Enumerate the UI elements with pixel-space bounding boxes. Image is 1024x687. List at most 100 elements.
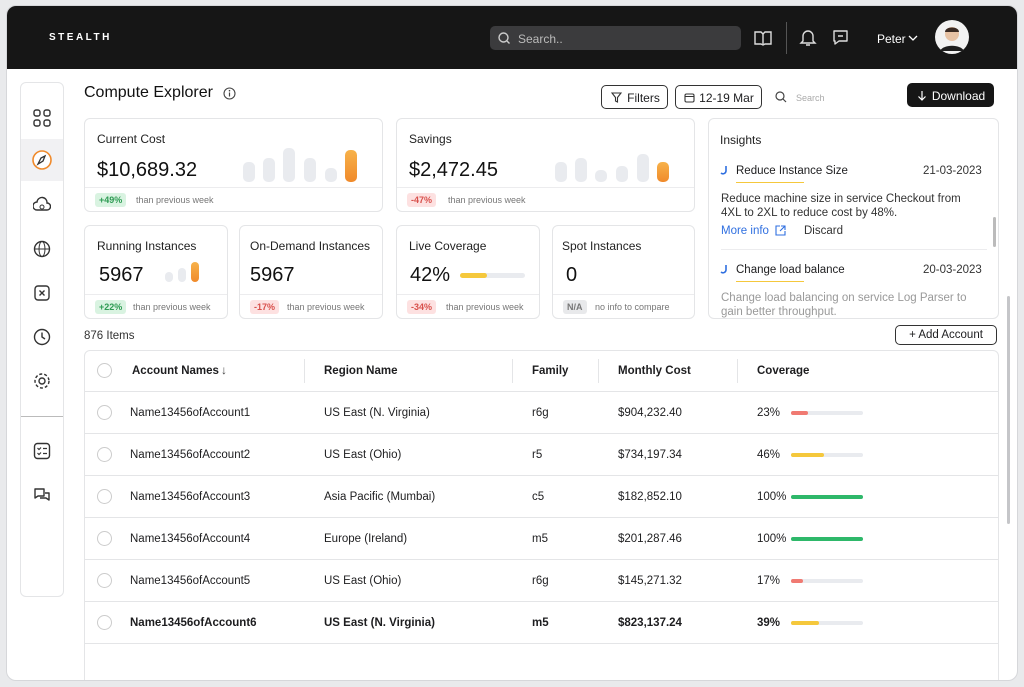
cell: 23% — [757, 407, 781, 419]
accounts-table: Account Names Region Name Family Monthly Co… — [84, 350, 999, 680]
search-box[interactable]: Search.. — [490, 26, 741, 50]
nav-cloud[interactable] — [21, 184, 63, 226]
download-button[interactable]: Download — [907, 83, 994, 107]
card-footer: -34% than previous week — [397, 294, 539, 318]
column-header[interactable]: Coverage — [757, 365, 810, 377]
cell: US East (Ohio) — [324, 449, 402, 461]
info-icon[interactable] — [223, 87, 236, 100]
discard-button[interactable]: Discard — [804, 225, 843, 237]
checkbox[interactable] — [97, 531, 112, 546]
graphic — [34, 373, 50, 389]
nav-dashboard[interactable] — [21, 97, 63, 139]
nav-tasks[interactable] — [21, 430, 63, 472]
bell-icon[interactable] — [799, 28, 817, 47]
card-title: Spot Instances — [562, 239, 642, 253]
underline — [736, 182, 804, 183]
shape — [325, 168, 337, 182]
checkbox[interactable] — [97, 447, 112, 462]
graphic — [32, 150, 52, 170]
sidebar-divider — [21, 416, 63, 417]
insight-text: Reduce machine size in service Checkout … — [721, 193, 961, 219]
checkbox[interactable] — [97, 363, 112, 378]
row-divider — [85, 433, 998, 434]
nav-close[interactable] — [21, 272, 63, 314]
graphic — [34, 373, 50, 389]
graphic — [34, 285, 50, 301]
chevron — [908, 35, 918, 41]
cell: 17% — [757, 575, 781, 587]
coverage-bar — [791, 495, 863, 499]
column-header[interactable]: Account Names — [132, 365, 219, 377]
nav-settings[interactable] — [21, 360, 63, 402]
cell: $201,287.46 — [618, 533, 682, 545]
cell: Name13456ofAccount6 — [130, 617, 257, 629]
page-scrollbar[interactable] — [1007, 296, 1010, 524]
docs-icon[interactable] — [753, 29, 773, 47]
graphic — [43, 109, 51, 117]
graphic — [37, 447, 47, 456]
column-separator — [598, 359, 599, 383]
insight-date: 20-03-2023 — [923, 264, 982, 276]
insight-icon — [720, 265, 727, 274]
cell: $823,137.24 — [618, 617, 682, 629]
add-account-button[interactable]: + Add Account — [895, 325, 997, 345]
more-info-link[interactable]: More info — [721, 225, 769, 237]
cell: US East (N. Virginia) — [324, 617, 435, 629]
cell: r6g — [532, 575, 549, 587]
graphic — [611, 92, 622, 103]
cell: m5 — [532, 533, 548, 545]
cell: Name13456ofAccount5 — [130, 575, 251, 587]
graphic — [908, 35, 918, 41]
divider — [786, 22, 787, 54]
card-value: 5967 — [99, 264, 144, 286]
graphic — [228, 89, 231, 92]
sparkline — [243, 147, 363, 182]
graphic — [684, 93, 695, 103]
graphic — [33, 109, 41, 117]
card-footer: +49% than previous week — [85, 187, 382, 211]
checkbox[interactable] — [97, 573, 112, 588]
cell: $734,197.34 — [618, 449, 682, 461]
graphic — [32, 150, 52, 170]
shape — [304, 158, 316, 182]
cell: US East (Ohio) — [324, 575, 402, 587]
filters-button[interactable]: Filters — [601, 85, 668, 109]
chat-icon[interactable] — [831, 28, 850, 47]
cell: 100% — [757, 491, 787, 503]
avatar[interactable] — [935, 20, 969, 54]
card-title: Current Cost — [97, 132, 166, 146]
search-placeholder: Search.. — [518, 32, 563, 46]
scrollbar[interactable] — [993, 217, 996, 247]
user-name[interactable]: Peter — [877, 32, 906, 46]
card-footer: N/A no info to compare — [553, 294, 694, 318]
nav-messages[interactable] — [21, 474, 63, 516]
row-divider — [85, 391, 998, 392]
external-icon — [775, 225, 786, 236]
card-footer: -47% than previous week — [397, 187, 694, 211]
card-value: 5967 — [250, 264, 295, 286]
insight-title: Change load balance — [736, 264, 845, 276]
graphic — [33, 240, 51, 258]
nav-s3[interactable] — [21, 228, 63, 270]
coverage-track — [791, 537, 863, 541]
cell: Name13456ofAccount1 — [130, 407, 251, 419]
checkbox[interactable] — [97, 615, 112, 630]
column-header[interactable]: Family — [532, 365, 569, 377]
nav-explorer[interactable] — [21, 139, 63, 181]
checkbox[interactable] — [97, 405, 112, 420]
insights-panel: Insights Reduce Instance Size 21-03-2023… — [708, 118, 999, 319]
sort-arrow[interactable]: ↓ — [221, 363, 227, 377]
coverage-track — [791, 621, 863, 625]
column-separator — [512, 359, 513, 383]
column-header[interactable]: Monthly Cost — [618, 365, 691, 377]
cell: Asia Pacific (Mumbai) — [324, 491, 436, 503]
graphic — [506, 40, 510, 44]
nav-history[interactable] — [21, 316, 63, 358]
row-divider — [85, 517, 998, 518]
checkbox[interactable] — [97, 489, 112, 504]
cell: r6g — [532, 407, 549, 419]
column-header[interactable]: Region Name — [324, 365, 398, 377]
card-footer: +22% than previous week — [85, 294, 227, 318]
date-button[interactable]: 12-19 Mar — [675, 85, 762, 109]
table-search[interactable]: Search — [796, 93, 825, 103]
